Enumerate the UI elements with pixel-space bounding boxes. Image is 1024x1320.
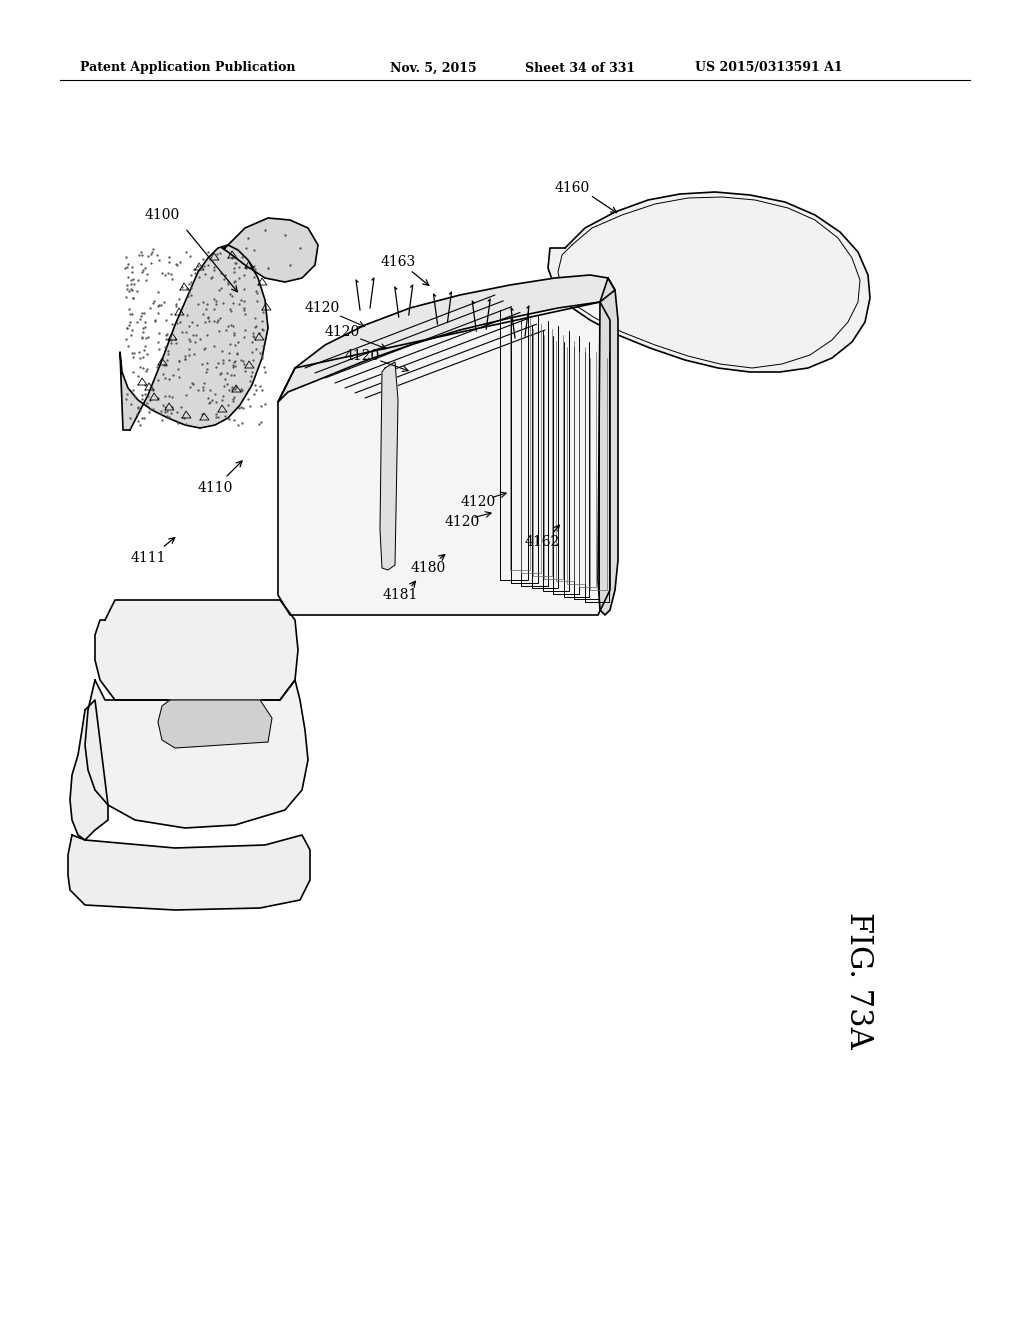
Text: 4120: 4120: [344, 348, 380, 363]
Text: 4180: 4180: [411, 561, 445, 576]
Polygon shape: [70, 700, 108, 840]
Polygon shape: [95, 601, 298, 700]
Text: 4120: 4120: [304, 301, 340, 315]
Text: FIG. 73A: FIG. 73A: [843, 912, 873, 1048]
Polygon shape: [68, 836, 310, 909]
Text: 4111: 4111: [130, 550, 166, 565]
Text: 4181: 4181: [382, 587, 418, 602]
Polygon shape: [222, 218, 318, 282]
Text: 4160: 4160: [554, 181, 590, 195]
Text: 4110: 4110: [198, 480, 232, 495]
Text: 4100: 4100: [144, 209, 179, 222]
Polygon shape: [158, 700, 272, 748]
Text: US 2015/0313591 A1: US 2015/0313591 A1: [695, 62, 843, 74]
Text: Nov. 5, 2015: Nov. 5, 2015: [390, 62, 476, 74]
Text: 4163: 4163: [380, 255, 416, 269]
Text: 4162: 4162: [524, 535, 560, 549]
Text: 4120: 4120: [325, 325, 359, 339]
Text: 4120: 4120: [461, 495, 496, 510]
Polygon shape: [548, 191, 870, 372]
Polygon shape: [598, 279, 618, 615]
Text: Sheet 34 of 331: Sheet 34 of 331: [525, 62, 635, 74]
Polygon shape: [278, 302, 610, 615]
Polygon shape: [278, 275, 615, 403]
Text: Patent Application Publication: Patent Application Publication: [80, 62, 296, 74]
Polygon shape: [380, 362, 398, 570]
Text: 4120: 4120: [444, 515, 479, 529]
Polygon shape: [120, 246, 268, 430]
Polygon shape: [85, 680, 308, 828]
